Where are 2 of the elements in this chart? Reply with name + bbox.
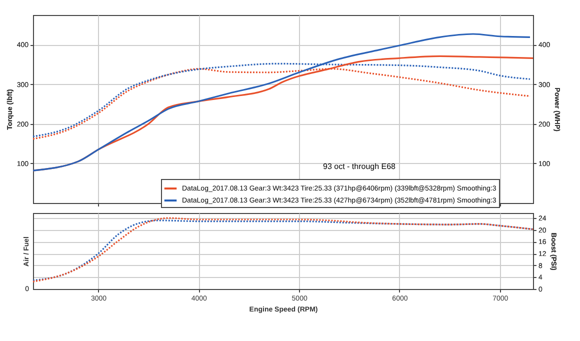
annotation: 93 oct - through E68 — [323, 162, 396, 171]
line-series — [32, 33, 531, 172]
